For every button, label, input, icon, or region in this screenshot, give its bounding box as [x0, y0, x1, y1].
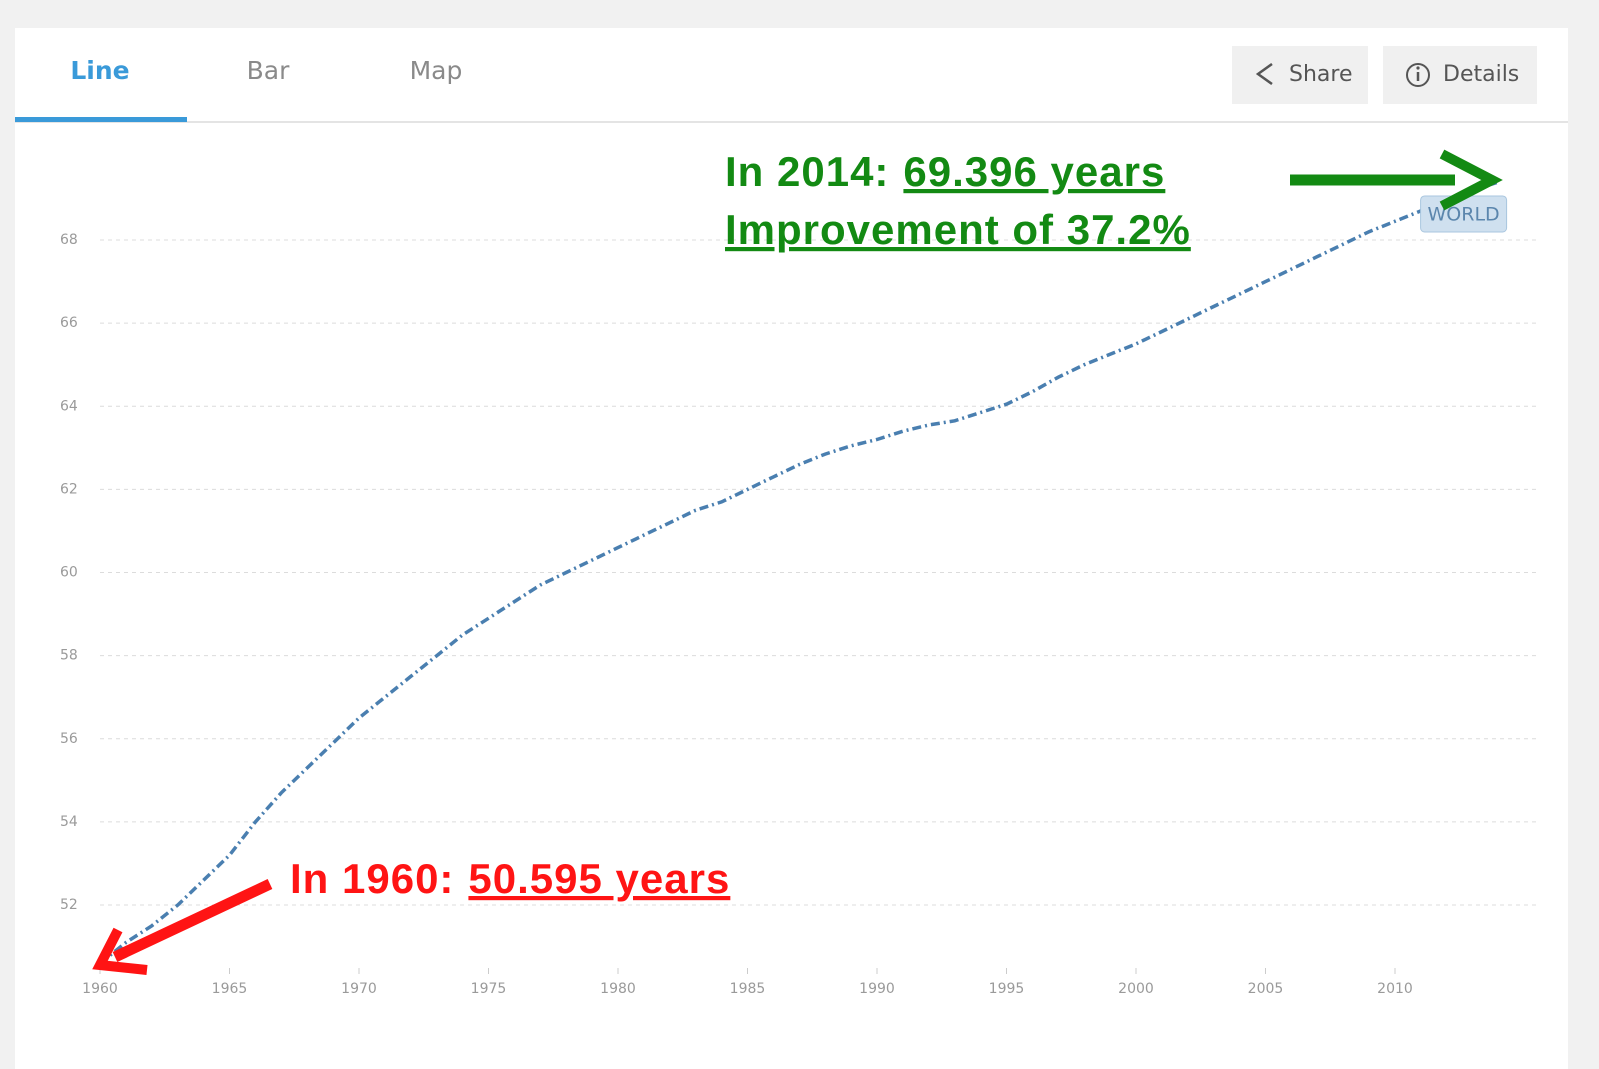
x-tick-label: 1985	[730, 981, 766, 997]
arrow-shaft	[112, 879, 273, 962]
details-button-bg	[1383, 46, 1537, 104]
card	[15, 28, 1568, 1069]
arrow-head	[1439, 149, 1503, 211]
annotation: In 2014: 69.396 years	[725, 148, 1165, 195]
annotation: Improvement of 37.2%	[725, 206, 1191, 253]
info-icon-dot	[1416, 66, 1420, 70]
active-tab-indicator	[15, 117, 187, 122]
x-tick-label: 2000	[1118, 981, 1154, 997]
y-tick-label: 64	[60, 398, 78, 414]
share-icon	[1255, 62, 1273, 86]
x-tick-label: 1970	[341, 981, 377, 997]
x-tick-label: 1975	[471, 981, 507, 997]
x-tick-label: 1980	[600, 981, 636, 997]
x-tick-label: 1960	[82, 981, 118, 997]
plot: 52 54 56 58 60 62 64 66 68 1960 1965 1970 1975 1980 19…	[60, 148, 1540, 997]
y-tick-label: 56	[60, 731, 78, 747]
info-icon	[1406, 63, 1430, 87]
x-tick-label: 1990	[859, 981, 895, 997]
y-tick-label: 60	[60, 565, 78, 581]
y-tick-label: 62	[60, 481, 78, 497]
y-tick-label: 68	[60, 232, 78, 248]
x-tick-label: 2010	[1377, 981, 1413, 997]
x-tick-label: 1965	[212, 981, 248, 997]
annotation-part: 69.396 years	[903, 148, 1165, 195]
y-tick-label: 58	[60, 648, 78, 664]
arrow-head	[92, 927, 148, 975]
annotation-part: 50.595 years	[468, 855, 730, 902]
tab-bar[interactable]: Bar	[247, 56, 290, 85]
annotation-part: In 1960:	[290, 855, 454, 902]
annotation-part: Improvement of 37.2%	[725, 206, 1191, 253]
share-button[interactable]: Share	[1232, 46, 1368, 104]
y-tick-label: 54	[60, 814, 78, 830]
annotation: In 1960: 50.595 years	[290, 855, 730, 902]
tab-line[interactable]: Line	[70, 56, 129, 85]
share-button-bg	[1232, 46, 1368, 104]
x-tick-label: 2005	[1248, 981, 1284, 997]
annotation-part: In 2014:	[725, 148, 889, 195]
series-label: WORLD	[1428, 203, 1500, 225]
y-tick-label: 52	[60, 897, 78, 913]
y-tick-label: 66	[60, 315, 78, 331]
tab-map[interactable]: Map	[410, 56, 463, 85]
x-tick-label: 1995	[989, 981, 1025, 997]
details-button[interactable]: Details	[1383, 46, 1537, 104]
series-line	[98, 180, 1500, 965]
details-label: Details	[1443, 62, 1519, 87]
share-label: Share	[1289, 62, 1353, 87]
